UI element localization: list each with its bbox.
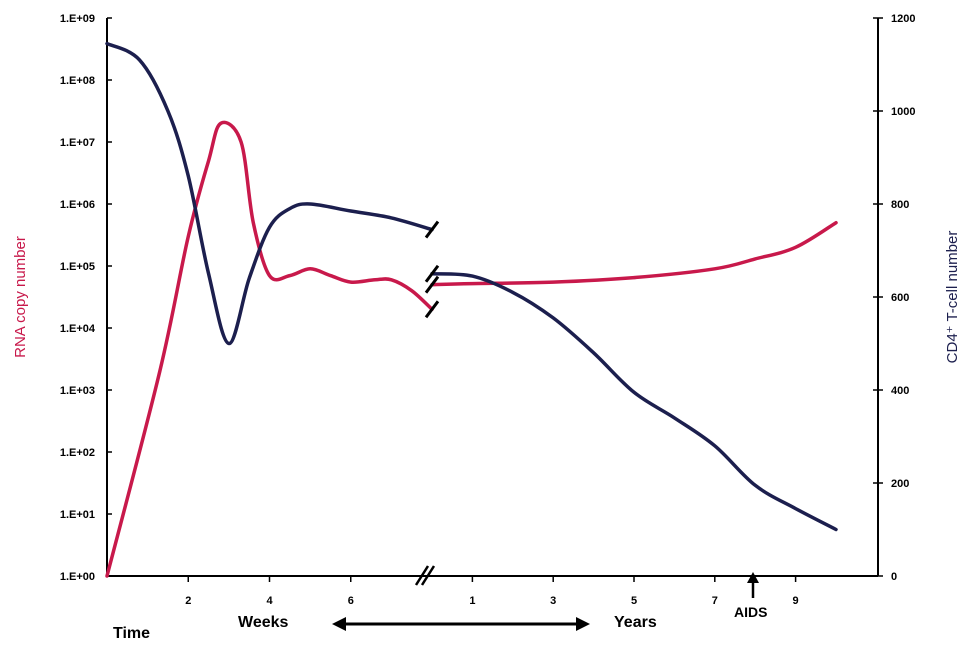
right-tick-label: 800 — [891, 199, 909, 211]
series-break-mark — [424, 300, 440, 319]
right-axis-title: CD4⁺ T-cell number — [944, 231, 961, 364]
weeks-label: Weeks — [238, 614, 289, 631]
left-tick-label: 1.E+00 — [60, 571, 95, 583]
series-layer — [105, 41, 838, 578]
x-tick-label-weeks: 4 — [266, 595, 273, 607]
rna-copy-line-weeks — [105, 120, 434, 578]
left-axis-ticks: 1.E+00 1.E+01 1.E+02 1.E+03 1.E+04 1.E+05 1.E+… — [60, 13, 112, 583]
x-tick-label-weeks: 6 — [348, 595, 354, 607]
left-tick-label: 1.E+07 — [60, 137, 95, 149]
right-tick-label: 200 — [891, 478, 909, 490]
cd4-tcell-line-weeks — [105, 41, 434, 346]
years-label: Years — [614, 614, 657, 631]
left-tick-label: 1.E+04 — [60, 323, 96, 335]
cd4-tcell-line-years — [430, 272, 838, 532]
right-tick-label: 600 — [891, 292, 909, 304]
series-break-mark — [424, 275, 440, 294]
x-tick-label-years: 1 — [469, 595, 475, 607]
x-tick-label-years: 9 — [793, 595, 799, 607]
right-tick-label: 0 — [891, 571, 897, 583]
right-tick-label: 1000 — [891, 106, 915, 118]
aids-marker: AIDS — [734, 572, 767, 620]
left-tick-label: 1.E+03 — [60, 385, 95, 397]
weeks-years-arrow — [332, 617, 590, 631]
x-tick-label-years: 7 — [712, 595, 718, 607]
right-tick-label: 400 — [891, 385, 909, 397]
left-tick-label: 1.E+09 — [60, 13, 95, 25]
left-tick-label: 1.E+02 — [60, 447, 95, 459]
x-tick-label-years: 5 — [631, 595, 637, 607]
left-axis-title: RNA copy number — [12, 236, 29, 358]
left-tick-label: 1.E+06 — [60, 199, 95, 211]
x-tick-label-weeks: 2 — [185, 595, 191, 607]
x-axis-ticks: 2 4 6 1 3 5 7 9 — [185, 576, 799, 607]
left-tick-label: 1.E+01 — [60, 509, 95, 521]
rna-copy-line-years — [430, 220, 838, 287]
x-tick-label-years: 3 — [550, 595, 556, 607]
left-tick-label: 1.E+08 — [60, 75, 95, 87]
aids-label: AIDS — [734, 604, 767, 620]
x-axis-break-mark — [414, 565, 436, 586]
series-break-mark — [424, 264, 440, 283]
left-tick-label: 1.E+05 — [60, 261, 95, 273]
time-label: Time — [113, 625, 150, 642]
series-break-mark — [424, 220, 440, 239]
right-tick-label: 1200 — [891, 13, 915, 25]
right-axis-ticks: 0 200 400 600 800 1000 1200 — [873, 13, 915, 583]
